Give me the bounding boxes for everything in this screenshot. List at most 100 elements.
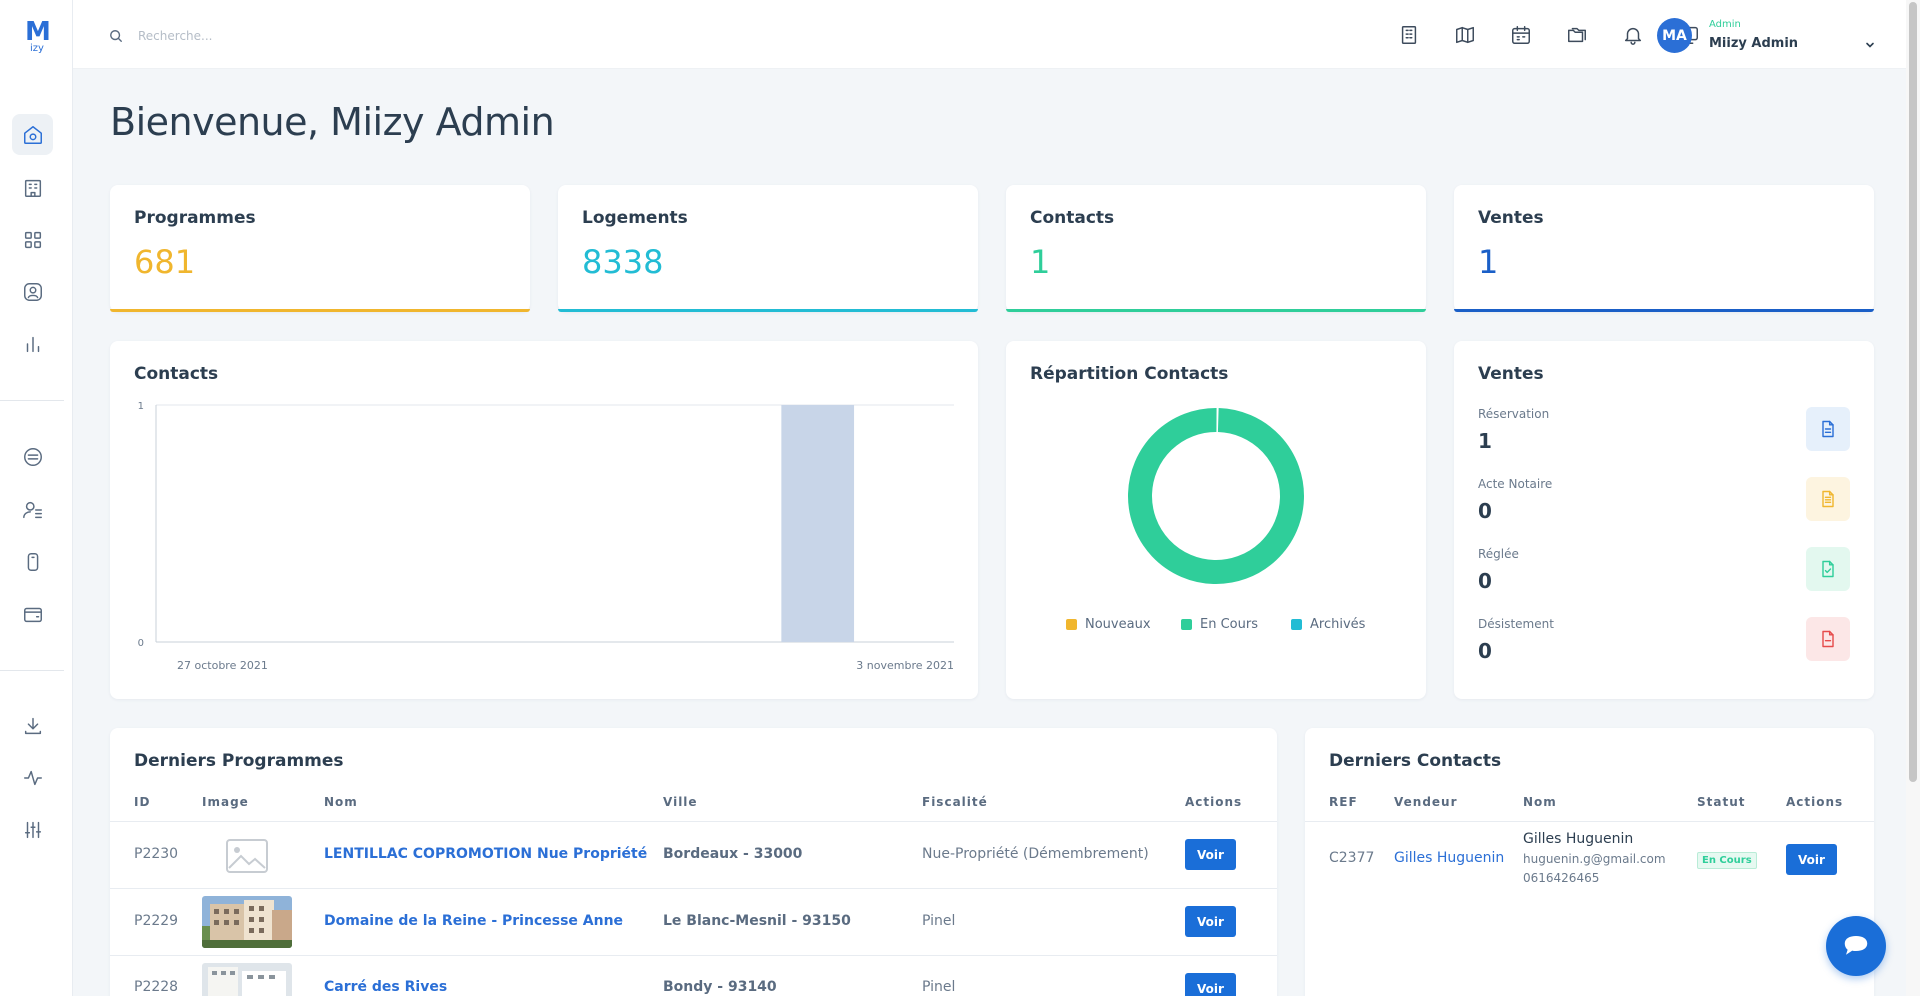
voir-button[interactable]: Voir [1185, 839, 1236, 870]
stat-label: Programmes [134, 208, 256, 228]
sidebar-item-logements[interactable] [12, 219, 53, 260]
bar-8[interactable] [781, 405, 855, 642]
topbar-folders-button[interactable] [1564, 22, 1590, 48]
programme-city: Bondy - 93140 [663, 979, 777, 995]
contacts-chart-title: Contacts [134, 364, 219, 384]
ventes-row-icon-box[interactable] [1806, 477, 1850, 521]
sidebar-item-activity[interactable] [12, 757, 53, 798]
programme-name-link[interactable]: LENTILLAC COPROMOTION Nue Propriété [324, 846, 648, 862]
stat-accent-bar [110, 309, 530, 312]
ventes-row-reglee: Réglée 0 [1478, 547, 1850, 607]
ventes-row-icon-box[interactable] [1806, 547, 1850, 591]
cancel-document-icon [1822, 630, 1834, 648]
ventes-row-icon-box[interactable] [1806, 617, 1850, 661]
voir-button[interactable]: Voir [1185, 973, 1236, 996]
donut-slice-1[interactable] [1128, 408, 1304, 584]
stat-value: 681 [134, 243, 196, 281]
legend-item-en-cours[interactable]: En Cours [1181, 617, 1258, 632]
voir-button[interactable]: Voir [1185, 906, 1236, 937]
sidebar-item-programmes[interactable] [12, 167, 53, 208]
table-header: ID [134, 795, 151, 809]
table-header: Ville [663, 795, 698, 809]
avatar[interactable]: MA [1657, 18, 1692, 53]
table-header: Actions [1786, 795, 1844, 809]
sidebar-divider [0, 670, 64, 671]
ventes-row-icon-box[interactable] [1806, 407, 1850, 451]
stat-card-programmes[interactable]: Programmes 681 [110, 185, 530, 312]
contact-vendeur-link[interactable]: Gilles Huguenin [1394, 850, 1505, 866]
sidebar-item-users[interactable] [12, 489, 53, 530]
sidebar-item-download[interactable] [12, 705, 53, 746]
programme-image-placeholder[interactable] [202, 830, 292, 882]
table-header: REF [1329, 795, 1358, 809]
document-icon [1822, 420, 1834, 438]
chat-button[interactable] [1826, 916, 1886, 976]
programme-image[interactable] [202, 963, 292, 996]
chevron-down-icon[interactable] [1865, 40, 1875, 50]
y-tick-label: 0 [138, 638, 144, 649]
map-icon [1456, 26, 1474, 44]
building-photo-icon [202, 963, 292, 996]
image-placeholder-icon [226, 839, 268, 873]
bar-chart-icon [26, 336, 39, 352]
top-bar: MA Admin Miizy Admin [73, 0, 1920, 69]
ventes-row-reservation: Réservation 1 [1478, 407, 1850, 467]
stat-card-contacts[interactable]: Contacts 1 [1006, 185, 1426, 312]
legend-label: Nouveaux [1085, 617, 1151, 632]
table-divider [1305, 821, 1874, 822]
ventes-card: Ventes Réservation 1 Acte Notaire 0 Régl… [1454, 341, 1874, 699]
contacts-table-title: Derniers Contacts [1329, 751, 1502, 771]
programme-id: P2230 [134, 846, 179, 862]
contact-email: huguenin.g@gmail.com [1523, 852, 1666, 866]
table-divider [110, 821, 1277, 822]
programme-image[interactable] [202, 896, 292, 948]
logo-sub: izy [30, 43, 44, 54]
contact-phone: 0616426465 [1523, 871, 1600, 885]
building-photo-icon [202, 896, 292, 948]
programmes-title: Derniers Programmes [134, 751, 344, 771]
miizy-logo[interactable]: M izy [25, 17, 51, 54]
sidebar-item-stats[interactable] [12, 323, 53, 364]
wallet-icon [23, 607, 42, 622]
search-input[interactable] [138, 20, 538, 52]
legend-swatch [1291, 619, 1302, 630]
topbar-calendar-button[interactable] [1508, 22, 1534, 48]
sidebar-item-mobile[interactable] [12, 541, 53, 582]
legend-item-archives[interactable]: Archivés [1291, 617, 1365, 632]
derniers-programmes-card: Derniers Programmes ID Image Nom Ville F… [110, 728, 1277, 996]
bell-icon [1624, 27, 1642, 45]
ventes-row-value: 1 [1478, 429, 1492, 453]
sidebar: M izy [0, 0, 73, 996]
programme-city: Le Blanc-Mesnil - 93150 [663, 913, 851, 929]
user-name[interactable]: Miizy Admin [1709, 36, 1799, 51]
stat-value: 1 [1478, 243, 1499, 281]
list-circle-icon [23, 447, 42, 466]
sidebar-item-contacts[interactable] [12, 271, 53, 312]
stat-card-logements[interactable]: Logements 8338 [558, 185, 978, 312]
table-header: Image [202, 795, 249, 809]
logo-letter: M [25, 17, 51, 47]
stat-card-ventes[interactable]: Ventes 1 [1454, 185, 1874, 312]
sliders-icon [24, 821, 41, 838]
programme-name-link[interactable]: Carré des Rives [324, 979, 448, 995]
page-scrollbar[interactable] [1906, 0, 1920, 996]
activity-icon [23, 770, 42, 785]
legend-item-nouveaux[interactable]: Nouveaux [1066, 617, 1151, 632]
topbar-map-button[interactable] [1452, 22, 1478, 48]
sidebar-item-home[interactable] [12, 114, 53, 155]
topbar-programmes-button[interactable] [1396, 22, 1422, 48]
legend-swatch [1066, 619, 1077, 630]
sidebar-item-wallet[interactable] [12, 593, 53, 634]
topbar-notifications-button[interactable] [1620, 22, 1646, 48]
stat-label: Ventes [1478, 208, 1544, 228]
user-square-icon [23, 282, 42, 301]
contact-nom: Gilles Huguenin [1523, 831, 1634, 847]
table-divider [110, 888, 1277, 889]
voir-button[interactable]: Voir [1786, 844, 1837, 875]
contacts-bar-chart: 1 0 27 octobre 2021 3 novembre 2021 [138, 401, 954, 672]
sidebar-item-list[interactable] [12, 436, 53, 477]
sidebar-item-settings[interactable] [12, 809, 53, 850]
scrollbar-thumb[interactable] [1909, 2, 1917, 782]
home-gear-icon [23, 125, 42, 144]
programme-name-link[interactable]: Domaine de la Reine - Princesse Anne [324, 913, 624, 929]
